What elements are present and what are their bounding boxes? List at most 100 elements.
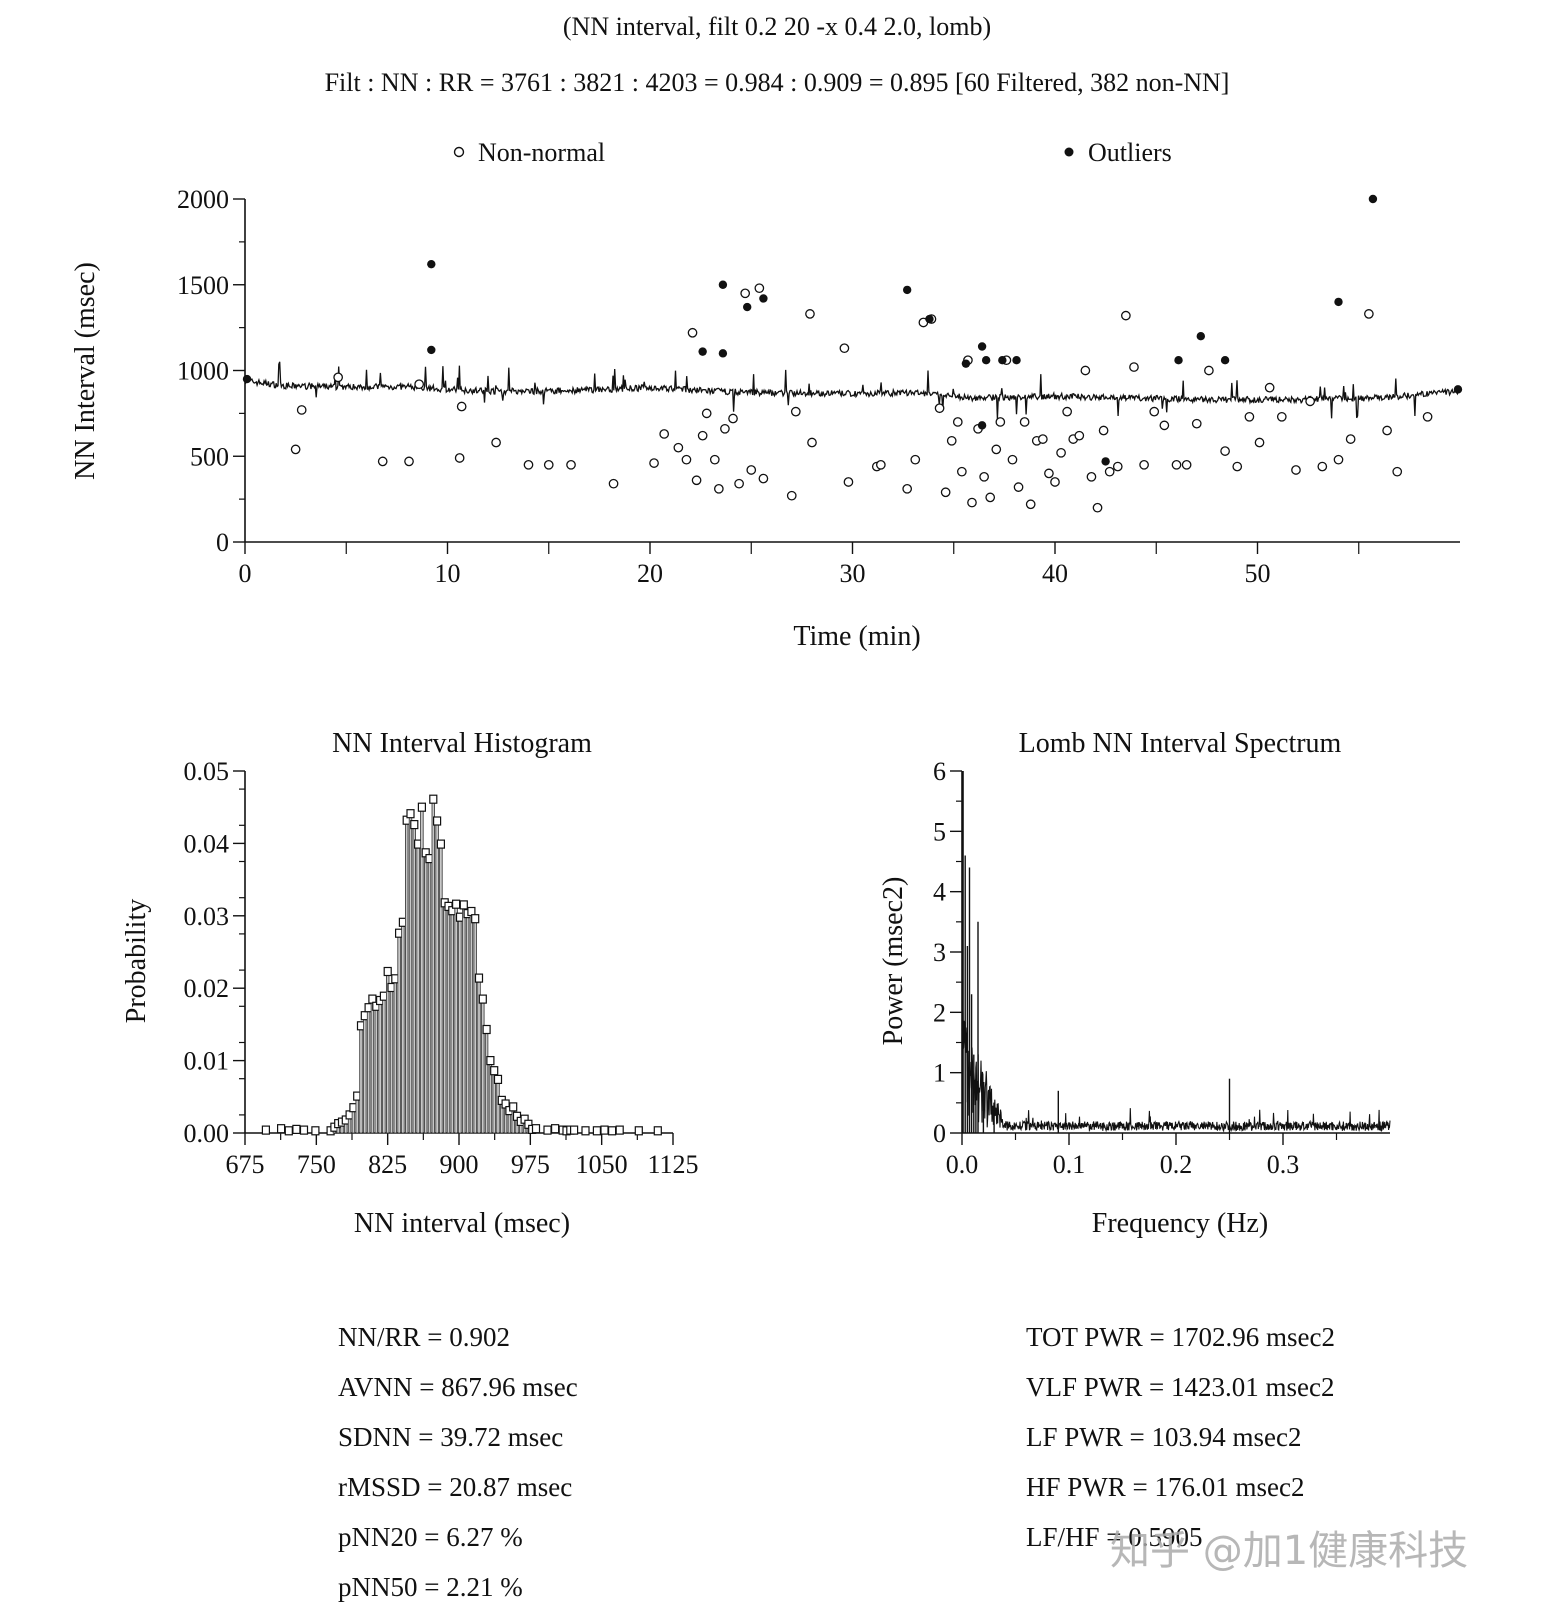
tachogram-non-normal-point bbox=[1104, 466, 1115, 477]
histogram-bar-marker bbox=[509, 1102, 518, 1112]
tachogram-non-normal-point bbox=[1254, 437, 1265, 448]
spectrum-y-tick-label: 4 bbox=[933, 878, 946, 907]
tachogram-x-axis-label: Time (min) bbox=[793, 621, 920, 652]
tachogram-non-normal-point bbox=[1276, 411, 1287, 422]
tachogram-non-normal-point bbox=[985, 492, 996, 503]
tachogram-nn-series-line bbox=[244, 361, 1461, 419]
histogram-y-tick-label: 0.00 bbox=[184, 1119, 230, 1148]
histogram-bar-marker bbox=[433, 816, 442, 826]
spectrum-y-tick-label: 3 bbox=[933, 938, 946, 967]
histogram-bar-marker bbox=[474, 973, 484, 983]
histogram-bar-marker bbox=[261, 1125, 270, 1135]
tachogram-non-normal-point bbox=[1204, 365, 1214, 376]
stat-avnn: AVNN = 867.96 msec bbox=[338, 1372, 578, 1402]
histogram-y-axis-label: Probability bbox=[121, 899, 152, 1023]
spectrum-y-tick-label: 2 bbox=[933, 998, 946, 1027]
tachogram-non-normal-point bbox=[746, 465, 757, 475]
tachogram-non-normal-point bbox=[740, 288, 751, 299]
tachogram-non-normal-point bbox=[673, 442, 684, 453]
tachogram-non-normal-point bbox=[1007, 454, 1018, 465]
tachogram-outlier-point bbox=[925, 314, 934, 324]
stat-sdnn: SDNN = 39.72 msec bbox=[338, 1422, 564, 1452]
tachogram-non-normal-point bbox=[681, 454, 692, 465]
histogram-bar-marker bbox=[486, 1055, 495, 1066]
tachogram-non-normal-point bbox=[995, 417, 1006, 427]
histogram-y-tick-label: 0.04 bbox=[184, 829, 230, 858]
tachogram-non-normal-point bbox=[1333, 454, 1344, 465]
tachogram-non-normal-point bbox=[290, 444, 301, 455]
tachogram-non-normal-point bbox=[734, 478, 744, 489]
tachogram-non-normal-point bbox=[659, 429, 670, 439]
tachogram-non-normal-point bbox=[697, 430, 708, 441]
tachogram-non-normal-point bbox=[709, 454, 720, 465]
spectrum-y-tick-label: 6 bbox=[933, 757, 946, 786]
histogram-bar-marker bbox=[311, 1126, 320, 1136]
tachogram-x-tick-label: 30 bbox=[840, 559, 866, 588]
tachogram-non-normal-point bbox=[1305, 396, 1316, 407]
stat-tot-pwr: TOT PWR = 1702.96 msec2 bbox=[1026, 1322, 1335, 1352]
tachogram-x-tick-label: 50 bbox=[1245, 559, 1271, 588]
histogram-bar-marker bbox=[436, 839, 445, 849]
stat-nn-rr: NN/RR = 0.902 bbox=[338, 1322, 510, 1352]
tachogram-non-normal-point bbox=[807, 437, 817, 448]
tachogram-non-normal-point bbox=[414, 379, 424, 390]
tachogram-non-normal-point bbox=[543, 459, 554, 470]
histogram-bar-marker bbox=[471, 914, 480, 924]
stat-vlf-pwr: VLF PWR = 1423.01 msec2 bbox=[1026, 1372, 1335, 1402]
tachogram-outlier-point bbox=[1368, 194, 1378, 204]
legend-outliers-label: Outliers bbox=[1088, 138, 1172, 167]
histogram-bar bbox=[496, 1079, 500, 1134]
spectrum-y-axis-label: Power (msec2) bbox=[878, 877, 909, 1046]
histogram-bar bbox=[397, 932, 401, 1134]
histogram-bar bbox=[374, 1005, 378, 1134]
histogram-bar bbox=[462, 904, 466, 1134]
histogram-bar bbox=[454, 903, 458, 1134]
tachogram-x-tick-label: 40 bbox=[1042, 559, 1068, 588]
histogram-bar bbox=[370, 998, 375, 1134]
histogram-bar bbox=[481, 998, 485, 1134]
tachogram-non-normal-point bbox=[377, 456, 388, 467]
histogram-bar bbox=[458, 916, 462, 1134]
tachogram-non-normal-point bbox=[713, 483, 724, 494]
tachogram-non-normal-point bbox=[1129, 362, 1139, 372]
stat-pnn20: pNN20 = 6.27 % bbox=[338, 1522, 523, 1552]
tachogram-non-normal-point bbox=[805, 309, 815, 319]
tachogram-non-normal-point bbox=[1098, 425, 1109, 436]
histogram-bar bbox=[427, 858, 432, 1134]
tachogram-non-normal-point bbox=[875, 459, 886, 470]
tachogram-outlier-point bbox=[427, 345, 436, 355]
histogram-bar-marker bbox=[569, 1125, 579, 1135]
tachogram-outlier-point bbox=[1196, 332, 1206, 341]
histogram-y-tick-label: 0.03 bbox=[184, 902, 230, 931]
tachogram-non-normal-point bbox=[946, 435, 957, 446]
tachogram-outlier-point bbox=[743, 302, 752, 312]
tachogram-non-normal-point bbox=[839, 343, 850, 354]
tachogram-non-normal-point bbox=[940, 487, 951, 498]
tachogram-non-normal-point bbox=[1013, 482, 1024, 492]
tachogram-y-tick-label: 500 bbox=[190, 442, 229, 471]
histogram-bar-marker bbox=[406, 809, 415, 819]
tachogram-outlier-point bbox=[759, 294, 768, 303]
histogram-title: NN Interval Histogram bbox=[332, 728, 592, 759]
histogram-y-tick-label: 0.01 bbox=[184, 1047, 230, 1076]
tachogram-non-normal-point bbox=[1392, 466, 1403, 477]
histogram-bar bbox=[404, 819, 409, 1134]
histogram-y-tick-label: 0.02 bbox=[184, 974, 230, 1003]
histogram-bar-marker bbox=[543, 1125, 552, 1135]
histogram-bar bbox=[473, 918, 477, 1134]
histogram-bar bbox=[469, 911, 474, 1134]
tachogram-non-normal-point bbox=[566, 459, 576, 470]
tachogram-non-normal-point bbox=[1074, 430, 1085, 441]
histogram-x-tick-label: 675 bbox=[226, 1150, 265, 1179]
tachogram-non-normal-point bbox=[454, 453, 465, 463]
tachogram-non-normal-point bbox=[1038, 434, 1048, 444]
histogram-x-tick-label: 750 bbox=[297, 1150, 336, 1179]
histogram-bar-marker bbox=[607, 1126, 617, 1136]
tachogram-non-normal-point bbox=[1232, 461, 1243, 472]
tachogram-non-normal-point bbox=[1050, 477, 1060, 487]
tachogram-non-normal-point bbox=[691, 475, 702, 486]
histogram-bar bbox=[359, 1025, 363, 1134]
histogram-bar bbox=[389, 987, 394, 1134]
tachogram-outlier-point bbox=[977, 342, 987, 351]
tachogram-non-normal-point bbox=[934, 403, 945, 414]
